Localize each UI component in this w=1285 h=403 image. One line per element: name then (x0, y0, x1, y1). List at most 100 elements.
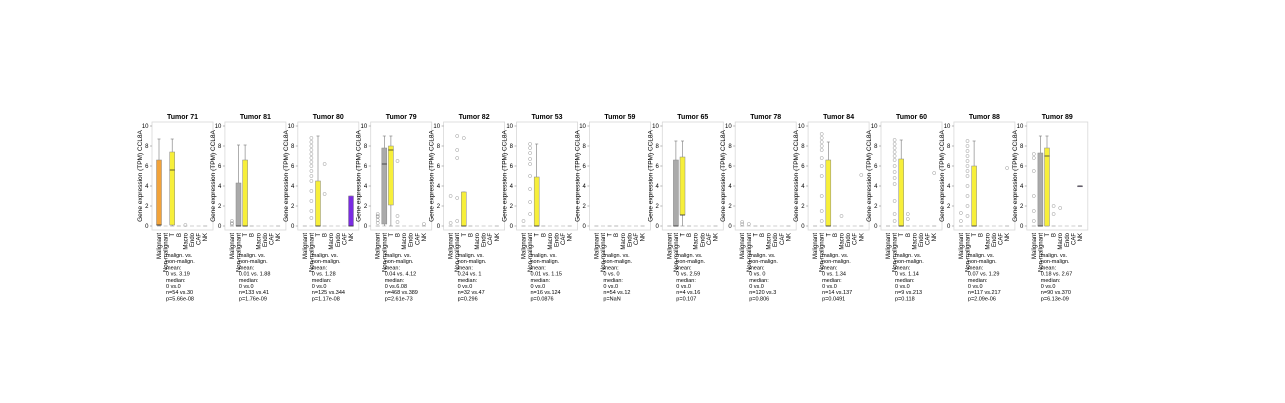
outlier-point (309, 148, 314, 152)
x-tick-label: B (614, 233, 620, 237)
x-tick-label: CAF (270, 233, 276, 245)
stat-line: n=9 vs.213 (895, 290, 922, 296)
stat-line: 0.01 vs. 1.88 (239, 272, 271, 278)
y-tick-label: 4 (1020, 184, 1024, 190)
x-tick-label: CAF (853, 233, 859, 245)
outlier-point (309, 209, 314, 213)
x-tick-label: Non-malignant (674, 233, 680, 272)
panel-title: Tumor 59 (604, 114, 635, 121)
outlier-point (1051, 204, 1056, 208)
y-axis-label: Gene expression (TPM) CCL8A (793, 129, 800, 221)
y-tick-label: 2 (947, 204, 951, 210)
y-tick-label: 2 (655, 204, 659, 210)
plot-frame (370, 121, 433, 231)
x-tick-label: Malignant (740, 233, 746, 259)
x-tick-label: NK (641, 233, 647, 241)
stat-line: 0 vs.0 (676, 284, 691, 290)
outlier-point (892, 212, 897, 216)
plot-frame (151, 121, 214, 231)
y-axis-label: Gene expression (TPM) CCL8A (647, 129, 654, 221)
x-tick-label: CAF (926, 233, 932, 245)
stat-line: malign. vs. (166, 253, 193, 259)
stat-line: mean: (458, 265, 474, 271)
outlier-point (932, 171, 937, 175)
outlier-point (819, 164, 824, 168)
panel-title: Tumor 81 (240, 114, 271, 121)
y-tick-label: 2 (583, 204, 587, 210)
stat-line: mean: (676, 265, 692, 271)
x-tick-label: B (396, 233, 402, 237)
y-tick-label: 4 (947, 184, 951, 190)
box-t (679, 156, 686, 216)
panel-title: Tumor 65 (677, 114, 708, 121)
y-tick-label: 10 (652, 124, 659, 130)
outlier-point (819, 148, 824, 152)
y-tick-label: 10 (1017, 124, 1024, 130)
outlier-point (309, 140, 314, 144)
stat-line: 0.18 vs. 2.67 (1041, 272, 1073, 278)
outlier-point (455, 134, 460, 138)
x-tick-label: Malignant (959, 233, 965, 259)
x-tick-label: T (316, 233, 322, 237)
stat-line: mean: (968, 265, 984, 271)
box-t (315, 180, 321, 227)
x-tick-label: CAF (999, 233, 1005, 245)
outlier-point (965, 174, 970, 178)
stat-line: median: (385, 278, 405, 284)
outlier-point (959, 219, 963, 223)
stat-line: non-malign. (458, 259, 487, 265)
outlier-point (455, 196, 460, 200)
x-tick-label: T (608, 233, 614, 237)
y-tick-label: 0 (655, 224, 659, 230)
x-tick-label: B (760, 233, 766, 237)
y-tick-label: 10 (506, 124, 513, 130)
x-tick-label: B (323, 233, 329, 237)
x-tick-label: Endo (336, 232, 342, 247)
outlier-point (965, 169, 970, 173)
box-t (461, 191, 467, 227)
outlier-point (1031, 152, 1036, 156)
y-tick-label: 2 (874, 204, 878, 210)
stat-line: median: (239, 278, 259, 284)
x-tick-label: Macro (694, 232, 700, 249)
stat-line: 0 vs. 1.28 (312, 272, 336, 278)
outlier-point (892, 176, 897, 180)
y-axis-label: Gene expression (TPM) CCL8A (356, 129, 363, 221)
stat-line: n=16 vs.124 (531, 290, 561, 296)
y-tick-label: 2 (1020, 204, 1024, 210)
stat-line: 0 vs. 1.34 (822, 272, 846, 278)
outlier-point (892, 199, 897, 203)
plot-frame (589, 121, 651, 231)
x-tick-label: NK (932, 233, 938, 241)
plot-frame (224, 121, 287, 231)
stat-line: median: (749, 278, 769, 284)
outlier-point (322, 162, 327, 166)
outlier-point (1005, 166, 1009, 170)
outlier-point (892, 158, 897, 162)
x-tick-label: Endo (627, 232, 633, 247)
stat-line: n=90 vs.370 (1041, 290, 1071, 296)
stat-line: n=468 vs.389 (385, 290, 418, 296)
x-tick-label: B (468, 233, 474, 237)
outlier-point (528, 142, 532, 146)
outlier-point (528, 162, 532, 166)
stat-line: 0 vs.6.08 (385, 284, 407, 290)
outlier-point (1058, 206, 1063, 210)
stat-line: malign. vs. (749, 253, 776, 259)
outlier-point (309, 160, 314, 164)
y-tick-label: 0 (801, 224, 805, 230)
outlier-point (183, 223, 188, 227)
x-tick-label: B (541, 233, 547, 237)
stat-line: non-malign. (968, 259, 997, 265)
y-tick-label: 2 (728, 204, 732, 210)
y-axis-label: Gene expression (TPM) CCL8A (939, 129, 946, 221)
y-tick-label: 10 (798, 124, 805, 130)
y-tick-label: 8 (437, 144, 441, 150)
y-tick-label: 0 (218, 224, 222, 230)
stat-line: non-malign. (166, 259, 195, 265)
x-tick-label: Non-malignant (893, 233, 899, 272)
